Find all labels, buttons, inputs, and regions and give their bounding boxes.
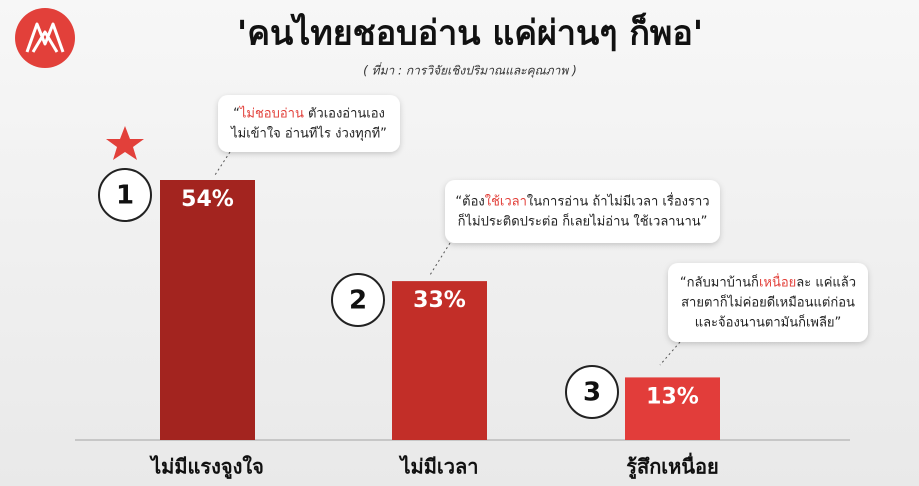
quote-segment: ละ แค่แล้ว: [796, 275, 856, 290]
quote-segment: “: [233, 106, 240, 121]
quote-segment: สายตาก็ไม่ค่อยดีเหมือนแต่ก่อน: [681, 292, 855, 310]
quote-segment: ใช้เวลา: [485, 193, 527, 209]
rank-label: 2: [349, 286, 367, 316]
quote-text: “ไม่ชอบอ่าน ตัวเองอ่านเอง: [233, 105, 385, 121]
chart-title: 'คนไทยชอบอ่าน แค่ผ่านๆ ก็พอ': [237, 12, 703, 54]
bar: [392, 281, 487, 440]
quote-pointer: [429, 242, 451, 276]
quote-segment: “กลับมาบ้านก็: [680, 272, 759, 290]
quote-segment: ไม่เข้าใจ อ่านทีไร ง่วงทุกที”: [230, 125, 387, 141]
chart-subtitle: ( ที่มา : การวิจัยเชิงปริมาณและคุณภาพ ): [363, 62, 577, 79]
rank-label: 3: [583, 378, 601, 408]
quote-segment: “ต้อง: [455, 194, 484, 209]
value-label: 13%: [646, 384, 699, 409]
x-tick-label: ไม่มีแรงจูงใจ: [149, 455, 264, 481]
quote-text: และจ้องนานตามันก็เพลีย”: [695, 312, 842, 330]
quote-box: [668, 263, 868, 342]
quote-text: สายตาก็ไม่ค่อยดีเหมือนแต่ก่อน: [681, 292, 855, 310]
value-label: 54%: [181, 187, 234, 212]
quote-segment: ในการอ่าน ถ้าไม่มีเวลา เรื่องราว: [527, 192, 710, 209]
quote-text: ไม่เข้าใจ อ่านทีไร ง่วงทุกที”: [230, 125, 387, 141]
quote-box: [445, 180, 720, 243]
value-label: 33%: [413, 288, 466, 313]
rank-label: 1: [116, 181, 134, 211]
quote-text: “กลับมาบ้านก็เหนื่อยละ แค่แล้ว: [680, 272, 856, 290]
quote-box: [218, 95, 400, 152]
x-tick-label: รู้สึกเหนื่อย: [626, 452, 718, 481]
rank-circle: [98, 168, 152, 222]
star: [106, 126, 144, 160]
logo: [15, 8, 75, 68]
quote-text: “ต้องใช้เวลาในการอ่าน ถ้าไม่มีเวลา เรื่อ…: [455, 192, 709, 209]
bar: [160, 180, 255, 440]
quote-pointer: [659, 341, 681, 366]
bar: [625, 377, 720, 440]
quote-segment: ก็ไม่ประติดประต่อ ก็เลยไม่อ่าน ใช้เวลานา…: [458, 211, 708, 229]
rank-circle: [565, 365, 619, 419]
quote-segment: ตัวเองอ่านเอง: [304, 106, 385, 121]
quote-text: ก็ไม่ประติดประต่อ ก็เลยไม่อ่าน ใช้เวลานา…: [458, 211, 708, 229]
rank-circle: [331, 273, 385, 327]
quote-segment: และจ้องนานตามันก็เพลีย”: [695, 312, 842, 330]
quote-segment: ไม่ชอบอ่าน: [239, 105, 304, 121]
x-tick-label: ไม่มีเวลา: [399, 455, 479, 479]
quote-segment: เหนื่อย: [759, 273, 796, 290]
